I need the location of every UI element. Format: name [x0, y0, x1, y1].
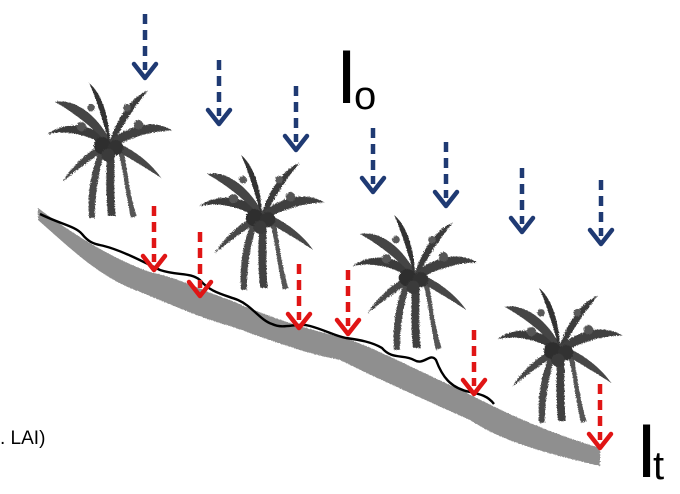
palm-tree-icon: [497, 288, 623, 423]
incident-label-main: I: [336, 35, 358, 120]
incident-light-arrow: [435, 142, 457, 206]
transmitted-light-arrow: [143, 206, 165, 270]
ground-line: [39, 212, 495, 405]
incident-light-arrow: [511, 168, 533, 232]
transmitted-light-arrow: [463, 330, 485, 394]
incident-light-arrow: [362, 128, 384, 192]
transmitted-light-arrow: [337, 270, 359, 334]
palm-tree-icon: [199, 155, 325, 290]
lai-footnote: . LAI): [0, 428, 46, 449]
incident-light-arrow: [285, 86, 307, 150]
incident-label-sub: o: [354, 74, 377, 118]
transmitted-light-arrow: [589, 384, 611, 448]
hillside-slope: [38, 208, 600, 466]
palm-tree-icon: [47, 83, 173, 218]
transmitted-label-main: I: [636, 409, 658, 494]
transmitted-light-arrow: [288, 264, 310, 328]
transmitted-label-sub: t: [653, 444, 665, 488]
transmitted-light-arrow: [189, 232, 211, 296]
incident-light-arrow: [590, 180, 612, 244]
incident-light-arrow: [134, 14, 156, 78]
palm-tree-icon: [352, 215, 478, 350]
incident-light-arrow: [208, 60, 230, 124]
